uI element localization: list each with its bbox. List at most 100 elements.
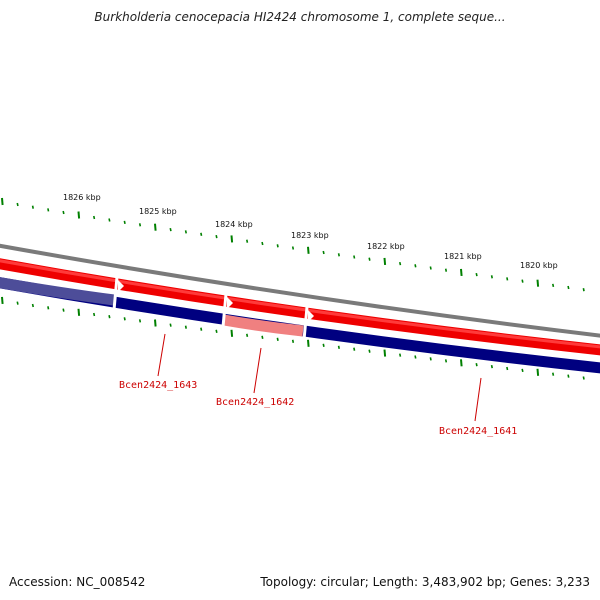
kbp-label: 1823 kbp: [291, 231, 329, 240]
scale-tick: [215, 234, 218, 239]
scale-tick: [291, 339, 295, 343]
scale-tick: [93, 215, 96, 220]
scale-tick: [368, 257, 371, 261]
scale-tick: [307, 339, 310, 347]
scale-tick: [169, 227, 172, 232]
scale-tick: [47, 306, 50, 310]
backbone-arc: [0, 243, 600, 338]
scale-tick: [93, 312, 96, 317]
scale-tick: [246, 239, 249, 243]
scale-tick: [16, 301, 19, 305]
scale-tick: [138, 223, 142, 227]
forward-strand-track[interactable]: [0, 258, 600, 356]
scale-tick: [521, 279, 524, 283]
gene-boundary: [112, 276, 119, 311]
scale-tick: [368, 349, 371, 353]
scale-tick: [460, 268, 463, 276]
scale-tick: [521, 368, 524, 373]
scale-tick: [475, 363, 478, 367]
scale-tick: [490, 275, 493, 279]
scale-tick: [16, 202, 19, 207]
scale-tick: [444, 359, 448, 363]
scale-tick: [475, 272, 478, 277]
kbp-label: 1826 kbp: [63, 193, 101, 202]
scale-tick: [444, 268, 448, 272]
scale-tick: [399, 261, 402, 266]
scale-tick: [399, 353, 402, 357]
scale-tick: [383, 257, 387, 265]
scale-tick: [200, 232, 203, 236]
scale-tick: [123, 317, 126, 321]
scale-tick: [108, 315, 111, 319]
scale-tick: [184, 325, 187, 329]
scale-tick: [536, 368, 540, 376]
scale-tick: [582, 376, 585, 380]
scale-tick: [47, 208, 50, 212]
scale-tick: [62, 210, 65, 215]
scale-tick: [506, 366, 509, 371]
scale-tick: [276, 244, 279, 248]
kbp-label: 1825 kbp: [139, 207, 177, 216]
forward-strand-highlight: [0, 259, 600, 349]
scale-tick: [552, 283, 555, 288]
scale-tick: [276, 337, 279, 341]
scale-tick: [322, 343, 325, 347]
scale-tick: [552, 372, 555, 376]
gene-leader-line: [253, 347, 262, 394]
map-title: Burkholderia cenocepacia HI2424 chromoso…: [94, 10, 506, 24]
scale-tick: [414, 264, 417, 268]
scale-tick: [108, 218, 111, 222]
scale-tick: [307, 246, 310, 254]
kbp-label: 1820 kbp: [520, 261, 558, 270]
gene-segment-1642[interactable]: [223, 314, 304, 337]
gene-label-bcen2424-1643[interactable]: Bcen2424_1643: [119, 380, 197, 391]
scale-tick: [383, 349, 387, 357]
scale-tick: [353, 255, 356, 259]
arrow-head: [118, 280, 124, 292]
gene-label-bcen2424-1641[interactable]: Bcen2424_1641: [439, 426, 517, 437]
scale-tick: [138, 319, 142, 323]
scale-tick: [506, 277, 509, 281]
gene-segment-1643-left[interactable]: [0, 277, 115, 306]
kbp-label: 1822 kbp: [367, 242, 405, 251]
scale-tick: [337, 345, 340, 349]
scale-tick: [77, 308, 81, 316]
accession-text: Accession: NC_008542: [9, 575, 146, 589]
scale-tick: [169, 323, 172, 327]
scale-tick: [1, 296, 4, 304]
scale-tick: [123, 220, 126, 225]
scale-tick: [322, 250, 325, 255]
scale-tick: [582, 288, 585, 292]
scale-tick: [291, 246, 295, 250]
gene-boundary: [302, 306, 309, 341]
tick-marks: [1, 197, 585, 380]
scale-tick: [215, 329, 218, 333]
scale-tick: [184, 230, 187, 234]
scale-tick: [567, 285, 570, 290]
scale-tick: [429, 266, 432, 270]
scale-tick: [246, 333, 249, 337]
kbp-label: 1821 kbp: [444, 252, 482, 261]
scale-tick: [31, 205, 34, 209]
scale-tick: [1, 197, 4, 206]
scale-tick: [62, 308, 65, 312]
scale-tick: [31, 303, 34, 308]
scale-tick: [429, 357, 432, 361]
scale-tick: [154, 223, 157, 231]
gene-leader-line: [157, 333, 166, 377]
scale-tick: [261, 241, 264, 246]
scale-tick: [230, 235, 234, 243]
scale-tick: [536, 279, 540, 287]
scale-tick: [353, 347, 356, 351]
scale-tick: [154, 319, 157, 327]
scale-tick: [230, 329, 234, 337]
scale-tick: [200, 327, 203, 331]
scale-tick: [77, 211, 81, 219]
arrow-head: [227, 297, 233, 309]
scale-tick: [414, 355, 417, 359]
gene-boundary: [221, 293, 228, 328]
scale-tick: [460, 359, 463, 367]
gene-label-bcen2424-1642[interactable]: Bcen2424_1642: [216, 397, 294, 408]
scale-tick: [337, 253, 340, 257]
